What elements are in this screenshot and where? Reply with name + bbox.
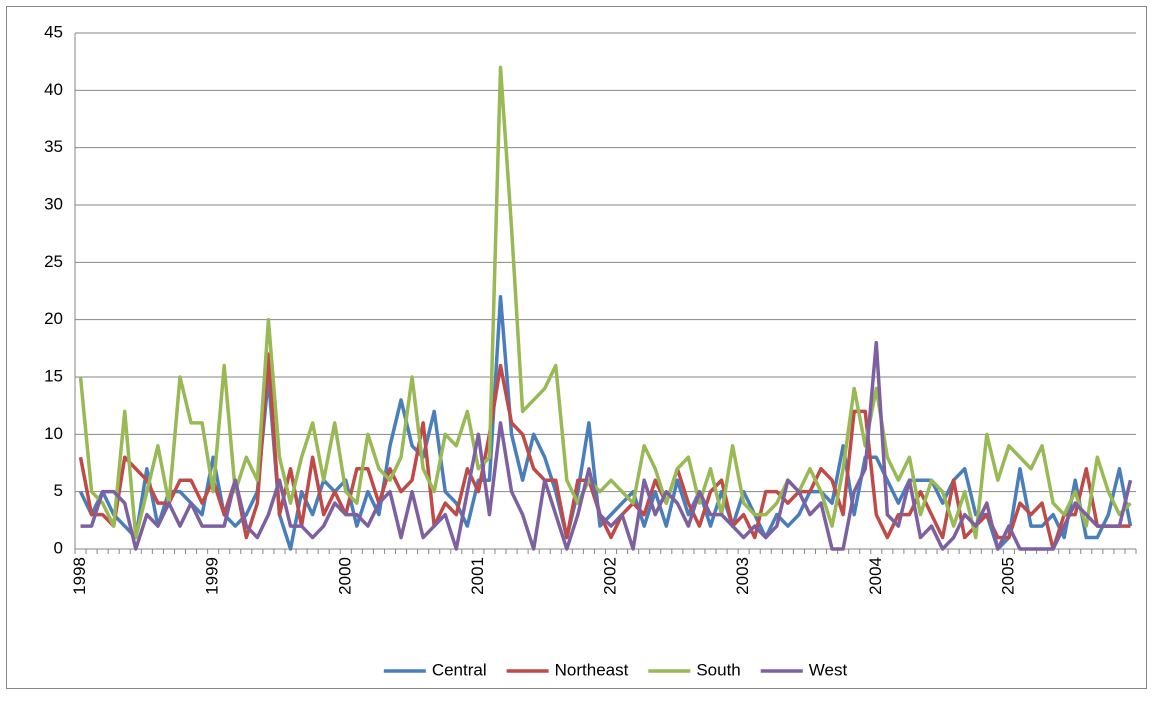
legend-label: West xyxy=(809,660,848,679)
y-tick-label: 40 xyxy=(44,80,63,99)
x-tick-label: 1998 xyxy=(70,557,89,595)
legend-label: Central xyxy=(432,660,487,679)
series-line xyxy=(80,340,1133,551)
y-tick-label: 30 xyxy=(44,194,63,213)
y-tick-label: 20 xyxy=(44,309,63,328)
x-tick-label: 2005 xyxy=(998,557,1017,595)
chart-frame xyxy=(6,6,1147,689)
y-tick-label: 45 xyxy=(44,22,63,41)
series-line xyxy=(78,65,1132,540)
legend-label: Northeast xyxy=(555,660,629,679)
x-tick-label: 2003 xyxy=(733,557,752,595)
legend-label: South xyxy=(696,660,740,679)
x-tick-label: 2001 xyxy=(468,557,487,595)
y-tick-label: 0 xyxy=(54,538,63,557)
y-tick-label: 15 xyxy=(44,366,63,385)
y-tick-label: 10 xyxy=(44,424,63,443)
x-tick-label: 1999 xyxy=(203,557,222,595)
y-tick-label: 35 xyxy=(44,137,63,156)
series-line xyxy=(78,352,1131,551)
x-tick-label: 2004 xyxy=(866,557,885,595)
x-tick-label: 2000 xyxy=(335,557,354,595)
y-tick-label: 5 xyxy=(54,481,63,500)
x-tick-label: 2002 xyxy=(601,557,620,595)
y-tick-label: 25 xyxy=(44,252,63,271)
